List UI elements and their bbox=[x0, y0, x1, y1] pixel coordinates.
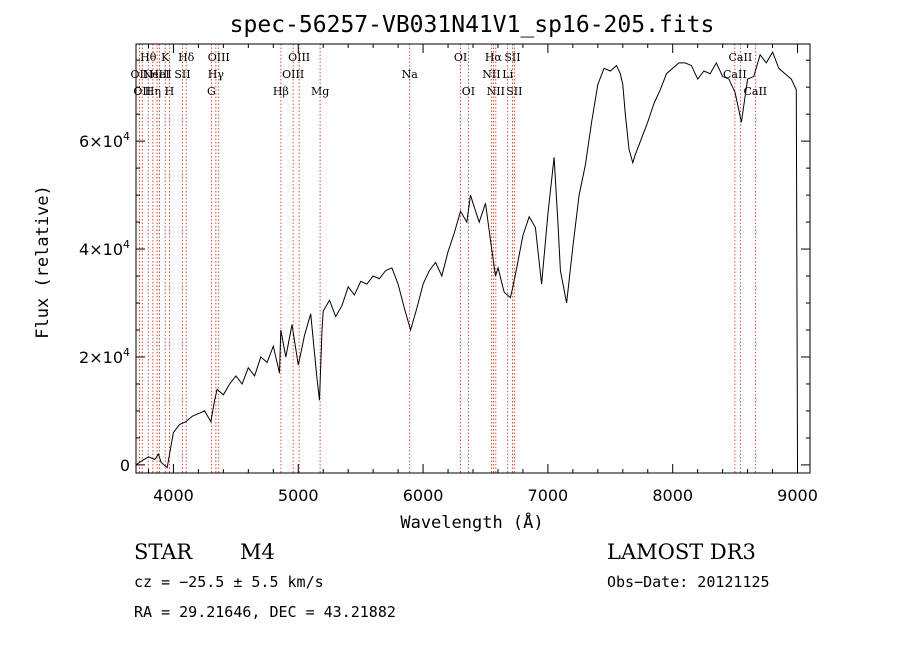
x-tick-label: 4000 bbox=[153, 486, 194, 505]
x-axis: 4000 5000 6000 7000 8000 9000 bbox=[147, 44, 818, 505]
line-label-22: NII bbox=[487, 85, 505, 98]
line-label-9: Hδ bbox=[178, 51, 195, 64]
y-tick-mantissa: 4×10 bbox=[79, 240, 123, 259]
y-tick-mantissa: 2×10 bbox=[79, 348, 123, 367]
line-label-3: Hη bbox=[145, 85, 161, 98]
y-tick-label: 6×104 bbox=[79, 130, 130, 151]
line-label-14: OIII bbox=[282, 68, 304, 81]
line-label-20: NII bbox=[482, 68, 500, 81]
line-label-0: OII bbox=[131, 68, 149, 81]
y-tick-mantissa: 6×10 bbox=[79, 132, 123, 151]
line-label-8: SII bbox=[174, 68, 190, 81]
y-tick-mantissa: 0 bbox=[120, 456, 130, 475]
line-label-1: OII bbox=[133, 85, 151, 98]
line-label-11: Hγ bbox=[208, 68, 225, 81]
object-class: STAR bbox=[134, 540, 193, 564]
line-label-13: Hβ bbox=[273, 85, 289, 98]
line-label-15: OIII bbox=[288, 51, 310, 64]
line-label-25: SII bbox=[506, 85, 522, 98]
line-label-16: Mg bbox=[311, 85, 329, 98]
y-tick-label: 4×104 bbox=[79, 238, 130, 259]
redshift-velocity: cz = −25.5 ± 5.5 km/s bbox=[134, 573, 324, 591]
line-label-27: CaII bbox=[729, 51, 753, 64]
x-tick-label: 6000 bbox=[403, 486, 444, 505]
x-tick-label: 9000 bbox=[777, 486, 818, 505]
line-label-28: CaII bbox=[743, 85, 767, 98]
line-label-6: K bbox=[161, 51, 170, 64]
line-label-26: CaII bbox=[723, 68, 747, 81]
spectrum-line bbox=[135, 50, 798, 469]
x-tick-label: 7000 bbox=[528, 486, 569, 505]
line-label-24: SII bbox=[504, 51, 520, 64]
observation-date: Obs−Date: 20121125 bbox=[607, 573, 770, 591]
line-label-19: OI bbox=[462, 85, 475, 98]
sky-coordinates: RA = 29.21646, DEC = 43.21882 bbox=[134, 603, 396, 621]
spectral-line-markers bbox=[138, 44, 756, 473]
y-axis-label: Flux (relative) bbox=[33, 185, 53, 339]
line-label-5: HeI bbox=[149, 68, 169, 81]
chart-title: spec-56257-VB031N41V1_sp16-205.fits bbox=[230, 12, 715, 38]
x-axis-label: Wavelength (Å) bbox=[400, 511, 543, 533]
line-label-18: OI bbox=[454, 51, 467, 64]
line-label-21: Hα bbox=[485, 51, 503, 64]
y-tick-exponent: 4 bbox=[123, 130, 130, 143]
y-tick-label: 0 bbox=[120, 456, 130, 475]
y-tick-label: 2×104 bbox=[79, 346, 130, 367]
y-tick-exponent: 4 bbox=[123, 346, 130, 359]
line-label-4: NeIII bbox=[143, 68, 172, 81]
x-tick-label: 5000 bbox=[278, 486, 319, 505]
line-label-12: OIII bbox=[208, 51, 230, 64]
x-tick-label: 8000 bbox=[652, 486, 693, 505]
line-label-10: G bbox=[207, 85, 216, 98]
survey-label: LAMOST DR3 bbox=[607, 540, 756, 564]
y-tick-exponent: 4 bbox=[123, 238, 130, 251]
line-label-23: Li bbox=[502, 68, 513, 81]
line-label-2: Hθ bbox=[140, 51, 157, 64]
plot-frame bbox=[135, 43, 811, 474]
object-subclass: M4 bbox=[240, 540, 275, 564]
line-label-7: H bbox=[165, 85, 175, 98]
line-label-17: Na bbox=[402, 68, 419, 81]
spectrum-chart: spec-56257-VB031N41V1_sp16-205.fits OIIO… bbox=[33, 12, 818, 533]
